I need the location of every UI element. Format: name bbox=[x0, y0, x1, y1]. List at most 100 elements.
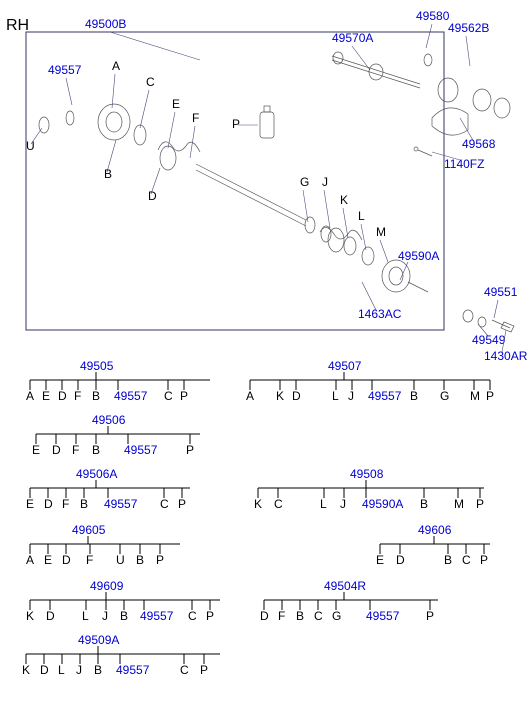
tree-49506A-leaf-1: D bbox=[44, 497, 53, 511]
tree-49506A-leaf-6: P bbox=[178, 497, 186, 511]
tree-49508-leaf-5: B bbox=[420, 497, 428, 511]
part-49500B: 49500B bbox=[85, 17, 200, 60]
part-49500B-text: 49500B bbox=[85, 17, 126, 31]
letter-P: P bbox=[232, 117, 258, 131]
tree-49508-header: 49508 bbox=[350, 467, 384, 481]
tree-49609-leaf-2: L bbox=[82, 609, 89, 623]
letter-L: L bbox=[358, 209, 366, 250]
tree-49609-leaf-3: J bbox=[102, 609, 108, 623]
tree-49609-leaf-6: C bbox=[188, 609, 197, 623]
tree-49507-leaf-9: P bbox=[486, 389, 494, 403]
letter-A: A bbox=[112, 59, 120, 108]
tree-49504R-leaf-0: D bbox=[260, 609, 269, 623]
tree-49606: 49606EDBCP bbox=[376, 523, 490, 567]
tree-49506-leaf-1: D bbox=[52, 443, 61, 457]
tree-49505-leaf-5: 49557 bbox=[114, 389, 148, 403]
tree-49609-leaf-5: 49557 bbox=[140, 609, 174, 623]
letter-B: B bbox=[104, 140, 116, 181]
tree-49505-leaf-6: C bbox=[164, 389, 173, 403]
tree-49506A-leaf-3: B bbox=[80, 497, 88, 511]
tree-49507-leaf-2: D bbox=[292, 389, 301, 403]
letter-E-text: E bbox=[172, 97, 180, 111]
tree-49504R-header: 49504R bbox=[324, 579, 366, 593]
part-1463AC-text: 1463AC bbox=[358, 307, 402, 321]
part-49568: 49568 bbox=[460, 118, 496, 151]
part-49590A: 49590A bbox=[398, 249, 439, 280]
tree-49507-leaf-7: G bbox=[440, 389, 449, 403]
tree-49606-leaf-0: E bbox=[376, 553, 384, 567]
tree-49505-leaf-3: F bbox=[74, 389, 81, 403]
tree-49504R-leaf-3: C bbox=[314, 609, 323, 623]
tree-49505-leaf-2: D bbox=[58, 389, 67, 403]
part-1430AR-text: 1430AR bbox=[484, 349, 528, 363]
part-49580-text: 49580 bbox=[416, 9, 450, 23]
tree-49504R-leaf-4: G bbox=[332, 609, 341, 623]
tree-49509A-leaf-5: 49557 bbox=[116, 663, 150, 677]
tree-49605-leaf-1: E bbox=[44, 553, 52, 567]
tree-49506: 49506EDFB49557P bbox=[32, 413, 200, 457]
letter-G: G bbox=[300, 175, 309, 222]
letter-J: J bbox=[322, 175, 330, 228]
tree-49508-leaf-3: J bbox=[340, 497, 346, 511]
part-49590A-text: 49590A bbox=[398, 249, 439, 263]
tree-49506-leaf-0: E bbox=[32, 443, 40, 457]
letter-U-text: U bbox=[26, 139, 35, 153]
tree-49509A-leaf-6: C bbox=[180, 663, 189, 677]
tree-49504R-leaf-5: 49557 bbox=[366, 609, 400, 623]
tree-49508-leaf-0: K bbox=[254, 497, 262, 511]
tree-49506A-leaf-0: E bbox=[26, 497, 34, 511]
part-1140FZ: 1140FZ bbox=[432, 152, 484, 171]
tree-49505-leaf-7: P bbox=[180, 389, 188, 403]
part-1140FZ-text: 1140FZ bbox=[444, 157, 484, 171]
tree-49509A-leaf-1: D bbox=[40, 663, 49, 677]
tree-49509A-leaf-4: B bbox=[94, 663, 102, 677]
letter-M: M bbox=[376, 225, 388, 262]
tree-49609-header: 49609 bbox=[90, 579, 124, 593]
letter-L-text: L bbox=[358, 209, 365, 223]
letter-F-text: F bbox=[192, 111, 199, 125]
tree-49507: 49507AKDLJ49557BGMP bbox=[246, 359, 494, 403]
tree-49508: 49508KCLJ49590ABMP bbox=[254, 467, 484, 511]
part-49549-text: 49549 bbox=[472, 333, 506, 347]
letter-M-text: M bbox=[376, 225, 386, 239]
letter-G-text: G bbox=[300, 175, 309, 189]
tree-49507-leaf-3: L bbox=[332, 389, 339, 403]
letter-F: F bbox=[190, 111, 199, 158]
tree-49505-leaf-0: A bbox=[26, 389, 34, 403]
tree-49507-leaf-1: K bbox=[276, 389, 284, 403]
tree-49507-leaf-6: B bbox=[410, 389, 418, 403]
tree-49605-leaf-2: D bbox=[62, 553, 71, 567]
tree-49509A-leaf-0: K bbox=[22, 663, 30, 677]
tree-49609-leaf-0: K bbox=[26, 609, 34, 623]
tree-49506-leaf-2: F bbox=[72, 443, 79, 457]
part-1463AC: 1463AC bbox=[358, 282, 402, 321]
tree-49506A-leaf-2: F bbox=[62, 497, 69, 511]
part-49557-text: 49557 bbox=[48, 63, 82, 77]
tree-49605-leaf-6: P bbox=[156, 553, 164, 567]
letter-J-text: J bbox=[322, 175, 328, 189]
letter-K-text: K bbox=[340, 193, 348, 207]
part-49580: 49580 bbox=[416, 9, 450, 48]
tree-49506A: 49506AEDFB49557CP bbox=[26, 467, 190, 511]
tree-49509A-leaf-7: P bbox=[200, 663, 208, 677]
tree-49509A-leaf-3: J bbox=[76, 663, 82, 677]
tree-49508-leaf-6: M bbox=[454, 497, 464, 511]
tree-49507-leaf-8: M bbox=[470, 389, 480, 403]
tree-49506A-leaf-5: C bbox=[160, 497, 169, 511]
tree-49504R-leaf-2: B bbox=[296, 609, 304, 623]
tree-49508-leaf-4: 49590A bbox=[362, 497, 403, 511]
tree-49605-leaf-4: U bbox=[116, 553, 125, 567]
tree-49606-leaf-4: P bbox=[480, 553, 488, 567]
tree-49605-leaf-5: B bbox=[136, 553, 144, 567]
tree-49508-leaf-2: L bbox=[320, 497, 327, 511]
tree-49606-header: 49606 bbox=[418, 523, 452, 537]
tree-49504R-leaf-6: P bbox=[426, 609, 434, 623]
tree-49509A-leaf-2: L bbox=[58, 663, 65, 677]
tree-49505-leaf-1: E bbox=[42, 389, 50, 403]
tree-49506A-header: 49506A bbox=[76, 467, 117, 481]
tree-49509A: 49509AKDLJB49557CP bbox=[22, 633, 220, 677]
letter-U: U bbox=[26, 128, 42, 153]
letter-A-text: A bbox=[112, 59, 120, 73]
tree-49508-leaf-1: C bbox=[274, 497, 283, 511]
tree-49609: 49609KDLJB49557CP bbox=[26, 579, 220, 623]
